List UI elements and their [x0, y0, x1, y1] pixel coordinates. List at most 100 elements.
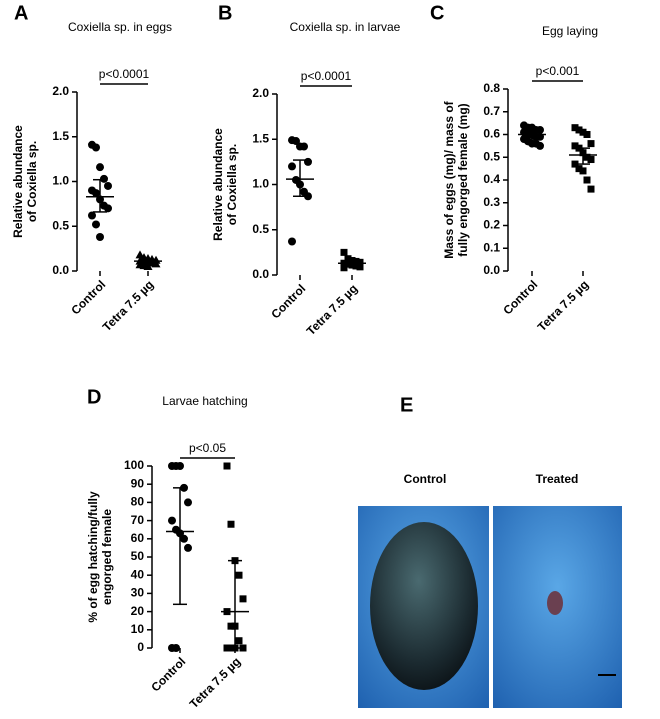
- chart-title: Coxiella sp. in eggs: [68, 20, 172, 34]
- data-point: [348, 257, 356, 265]
- y-tick-label: 0.5: [483, 149, 500, 163]
- y-axis-label: of Coxiella sp.: [225, 144, 239, 225]
- data-point: [100, 174, 108, 183]
- panel-letter: A: [14, 2, 28, 24]
- data-point: [571, 160, 579, 168]
- data-point: [92, 220, 100, 229]
- y-tick-label: 0.2: [483, 218, 500, 232]
- data-point: [340, 264, 348, 272]
- y-tick-label: 0.7: [483, 104, 500, 118]
- data-point: [180, 534, 188, 543]
- data-point: [344, 255, 352, 263]
- panel-letter: C: [430, 2, 444, 24]
- y-tick-label: 0.1: [483, 240, 500, 254]
- data-point: [587, 140, 595, 148]
- data-point: [168, 516, 176, 525]
- data-point: [227, 622, 235, 630]
- panel-letter: D: [87, 386, 101, 408]
- p-value: p<0.0001: [301, 69, 352, 83]
- data-point: [344, 260, 352, 268]
- data-point: [239, 644, 247, 652]
- x-tick-label: Control: [268, 281, 308, 321]
- y-tick-label: 0.5: [52, 218, 69, 232]
- y-axis-label: engorged female: [100, 509, 114, 605]
- data-point: [575, 126, 583, 134]
- data-point: [88, 211, 96, 220]
- data-point: [571, 124, 579, 132]
- y-tick-label: 0: [137, 640, 144, 654]
- data-point: [223, 644, 231, 652]
- panel-letter: B: [218, 2, 232, 24]
- x-tick-label: Control: [148, 654, 188, 694]
- data-point: [571, 142, 579, 150]
- data-point: [579, 167, 587, 175]
- p-value: p<0.05: [189, 441, 226, 455]
- y-tick-label: 30: [131, 586, 145, 600]
- data-point: [583, 131, 591, 138]
- data-point: [579, 128, 587, 136]
- data-point: [96, 163, 104, 172]
- y-tick-label: 2.0: [252, 86, 269, 100]
- data-point: [300, 142, 308, 151]
- data-point: [352, 262, 360, 270]
- x-tick-label: Tetra 7.5 µg: [535, 277, 592, 334]
- x-tick-label: Control: [500, 277, 540, 317]
- data-point: [288, 237, 296, 246]
- chart-title: Larvae hatching: [162, 394, 247, 408]
- y-tick-label: 100: [124, 458, 144, 472]
- data-point: [587, 156, 595, 164]
- data-point: [536, 141, 544, 150]
- data-point: [104, 181, 112, 190]
- p-value: p<0.001: [536, 64, 580, 78]
- y-axis-label: Mass of eggs (mg)/ mass of: [442, 100, 456, 258]
- y-axis-label: Relative abundance: [11, 125, 25, 238]
- data-point: [227, 520, 235, 528]
- tick-engorged: [370, 522, 478, 690]
- chart-title: Egg laying: [542, 24, 598, 38]
- y-tick-label: 0.0: [52, 263, 69, 277]
- y-tick-label: 1.0: [52, 174, 69, 188]
- y-tick-label: 50: [131, 549, 145, 563]
- data-point: [288, 162, 296, 171]
- y-axis-label: of Coxiella sp.: [25, 141, 39, 222]
- y-tick-label: 0.5: [252, 222, 269, 236]
- image-label: Treated: [536, 472, 579, 486]
- data-point: [583, 153, 591, 161]
- y-tick-label: 0.6: [483, 127, 500, 141]
- data-point: [304, 157, 312, 166]
- data-point: [104, 204, 112, 213]
- y-tick-label: 1.0: [252, 177, 269, 191]
- data-point: [583, 176, 591, 184]
- x-tick-label: Tetra 7.5 µg: [187, 654, 244, 711]
- data-point: [151, 259, 161, 268]
- panel-letter: E: [400, 394, 413, 416]
- data-point: [235, 637, 243, 645]
- y-axis-label: fully engorged female (mg): [456, 103, 470, 256]
- y-tick-label: 60: [131, 531, 145, 545]
- p-value: p<0.0001: [99, 67, 150, 81]
- data-point: [143, 262, 153, 271]
- tick-small: [547, 591, 563, 615]
- y-tick-label: 20: [131, 604, 145, 618]
- chart-title: Coxiella sp. in larvae: [290, 20, 401, 34]
- x-tick-label: Control: [68, 277, 108, 317]
- data-point: [92, 189, 100, 198]
- data-point: [92, 143, 100, 152]
- y-tick-label: 1.5: [52, 129, 69, 143]
- data-point: [340, 248, 348, 256]
- y-axis-label: % of egg hatching/fully: [86, 491, 100, 623]
- y-tick-label: 0.8: [483, 81, 500, 95]
- y-tick-label: 90: [131, 476, 145, 490]
- data-point: [356, 263, 364, 271]
- data-point: [184, 498, 192, 507]
- x-tick-label: Tetra 7.5 µg: [100, 277, 157, 334]
- y-tick-label: 0.4: [483, 172, 500, 186]
- data-point: [304, 192, 312, 201]
- data-point: [235, 571, 243, 579]
- data-point: [575, 165, 583, 173]
- y-tick-label: 0.0: [483, 263, 500, 277]
- y-tick-label: 70: [131, 513, 145, 527]
- y-tick-label: 40: [131, 567, 145, 581]
- y-axis-label: Relative abundance: [211, 128, 225, 241]
